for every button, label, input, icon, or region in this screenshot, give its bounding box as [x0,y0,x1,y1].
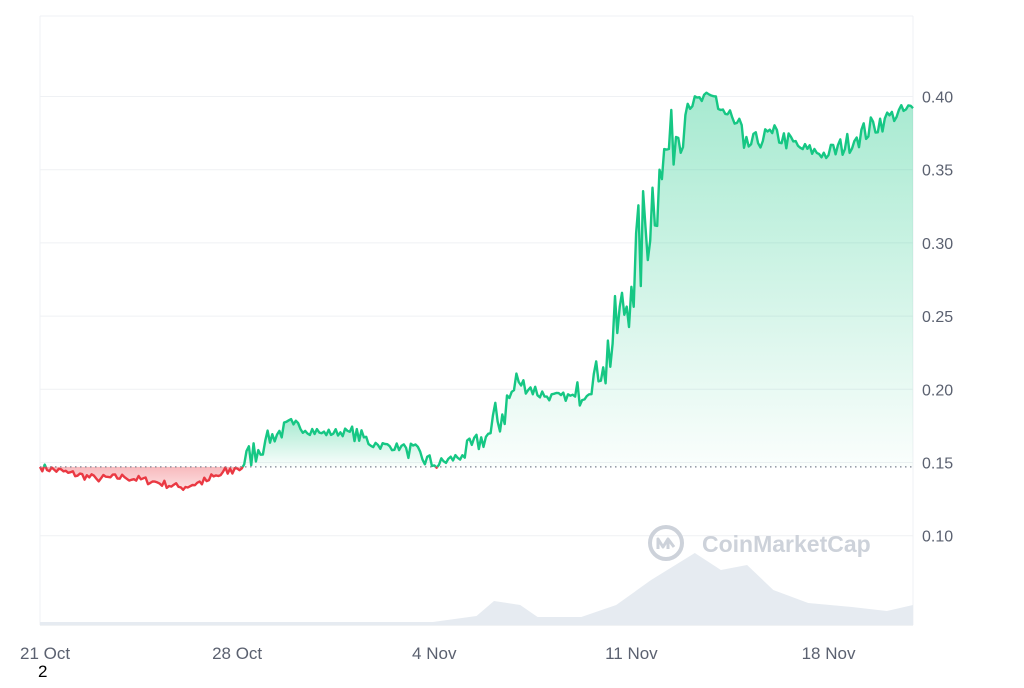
y-tick-label: 0.25 [922,309,953,326]
y-tick-label: 0.15 [922,456,953,473]
x-axis-ticks: 21 Oct 28 Oct 4 Nov 11 Nov 18 Nov [20,644,856,663]
y-tick-label: 0.10 [922,529,953,546]
y-tick-label: 0.35 [922,163,953,180]
x-tick-label: 18 Nov [802,644,856,663]
x-tick-label: 4 Nov [412,644,457,663]
up-area-segment-6 [437,92,913,467]
up-line-segment-4 [241,417,437,468]
x-tick-label: 28 Oct [212,644,262,663]
x-tick-label: 21 Oct [20,644,70,663]
up-line-segment-6 [436,91,914,468]
down-line-segment-3 [44,466,244,491]
coinmarketcap-watermark: CoinMarketCap [648,525,871,561]
coinmarketcap-logo-icon [648,525,684,561]
volume-shape [40,553,913,625]
down-line-segment-1 [38,466,46,473]
watermark-text: CoinMarketCap [702,531,871,557]
price-area [40,92,913,490]
up-line-segment-2 [42,463,47,468]
volume-area [40,553,913,625]
price-line [38,91,914,491]
y-axis-ticks: 0.10 0.15 0.20 0.25 0.30 0.35 0.40 [922,90,953,546]
x-tick-label: 11 Nov [605,644,658,663]
y-tick-label: 0.40 [922,90,953,107]
y-tick-label: 0.30 [922,236,953,253]
up-area-segment-4 [242,419,436,467]
y-tick-label: 0.20 [922,382,953,399]
footnote: 2 [38,662,48,681]
